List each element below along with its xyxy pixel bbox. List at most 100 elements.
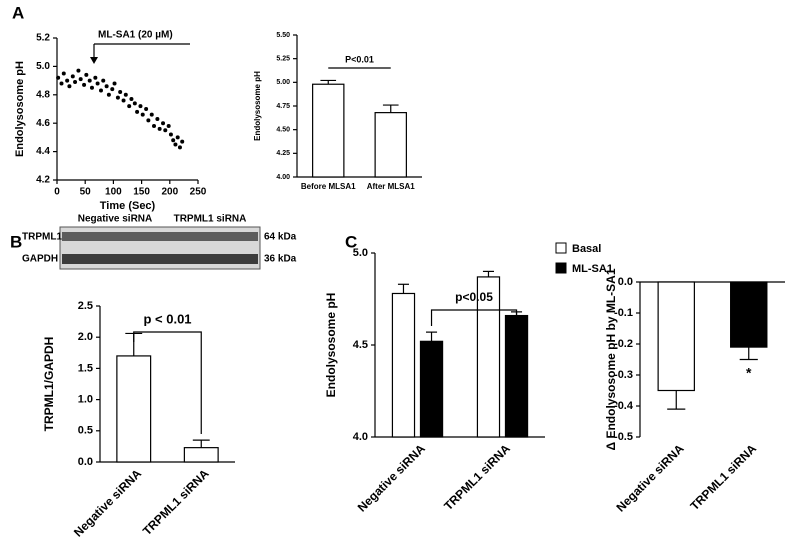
annotation: P<0.01 [345,54,374,64]
x-tick-label: 50 [80,187,92,198]
x-tick-label: 150 [133,187,150,198]
blot-size-label: 64 kDa [264,232,297,243]
y-tick-label: 2.5 [78,300,93,312]
legend-label: ML-SA1 [572,263,613,275]
annotation: * [746,365,752,381]
panel-label: C [345,232,357,251]
point [112,81,117,86]
x-axis-title: Time (Sec) [100,200,156,212]
bar [730,281,768,348]
point [132,101,137,106]
point [93,75,98,80]
y-tick-label: -0.2 [614,338,633,350]
point [106,92,111,97]
point [127,104,132,109]
point [161,121,166,126]
y-axis-title: Endolysosome pH [14,61,26,157]
blot-row-label: GAPDH [22,254,58,265]
point [173,142,178,147]
y-tick-label: 5.2 [36,33,50,44]
y-tick-label: 4.4 [36,146,50,157]
bar [374,112,407,178]
point [121,98,126,103]
bar [504,314,529,438]
bar [391,292,416,438]
x-tick-label: Negative siRNA [71,466,144,539]
point [135,109,140,114]
y-axis-title: TRPML1/GAPDH [42,337,56,432]
x-tick-label: 100 [105,187,122,198]
point [180,139,185,144]
point [70,74,75,79]
y-tick-label: 4.50 [276,127,290,134]
y-tick-label: 4.8 [36,89,50,100]
point [157,126,162,131]
x-tick-label: Before MLSA1 [301,182,356,191]
point [129,97,134,102]
y-tick-label: 0.0 [78,456,93,468]
y-tick-label: 0.5 [78,425,93,437]
legend-swatch [555,242,567,254]
y-tick-label: 4.75 [276,103,290,110]
y-tick-label: 4.2 [36,175,50,186]
point [177,145,182,150]
point [152,124,157,129]
point [67,84,72,89]
point [149,112,154,117]
legend-swatch [555,262,567,274]
bar [116,355,152,463]
bracket [133,331,202,434]
point [104,84,109,89]
point [140,112,145,117]
x-tick-label: 250 [190,187,207,198]
y-tick-label: 5.0 [353,247,368,259]
y-tick-label: -0.5 [614,431,633,443]
y-tick-label: -0.4 [614,400,634,412]
panel-label: A [12,3,24,22]
bracket [430,309,518,326]
point [59,81,64,86]
point [138,104,143,109]
panel-label: B [10,232,22,251]
blot-band [62,232,258,241]
annotation: p<0.05 [455,290,493,304]
point [118,89,123,94]
x-tick-label: Negative siRNA [355,441,428,514]
blot-size-label: 36 kDa [264,254,297,265]
y-tick-label: 5.25 [276,56,290,63]
x-tick-label: TRPML1 siRNA [687,441,759,513]
x-tick-label: TRPML1 siRNA [140,466,212,538]
point [155,116,160,121]
bar [183,447,219,463]
y-axis-title: Δ Endolysosome pH by ML-SA1 [604,268,618,450]
point [65,78,70,83]
point [76,68,81,73]
blot-band [62,254,258,264]
blot-lane-label: Negative siRNA [78,214,152,225]
x-tick-label: Negative siRNA [614,441,687,514]
point [146,118,151,123]
y-tick-label: 1.5 [78,362,93,374]
y-tick-label: 4.6 [36,118,50,129]
point [73,80,78,85]
point [101,78,106,83]
point [84,72,89,77]
y-tick-label: 5.0 [36,61,50,72]
point [56,75,61,80]
y-tick-label: 4.25 [276,150,290,157]
y-tick-label: 4.5 [353,339,368,351]
point [166,124,171,129]
x-tick-label: 0 [54,187,60,198]
bar [419,340,444,438]
y-tick-label: 5.50 [276,32,290,39]
point [95,81,100,86]
point [115,95,120,100]
y-tick-label: 2.0 [78,331,93,343]
point [144,107,149,111]
y-tick-label: -0.3 [614,369,633,381]
y-tick-label: 4.0 [353,431,368,443]
point [89,85,94,90]
blot-row-label: TRPML1 [22,232,62,243]
point [78,77,83,82]
